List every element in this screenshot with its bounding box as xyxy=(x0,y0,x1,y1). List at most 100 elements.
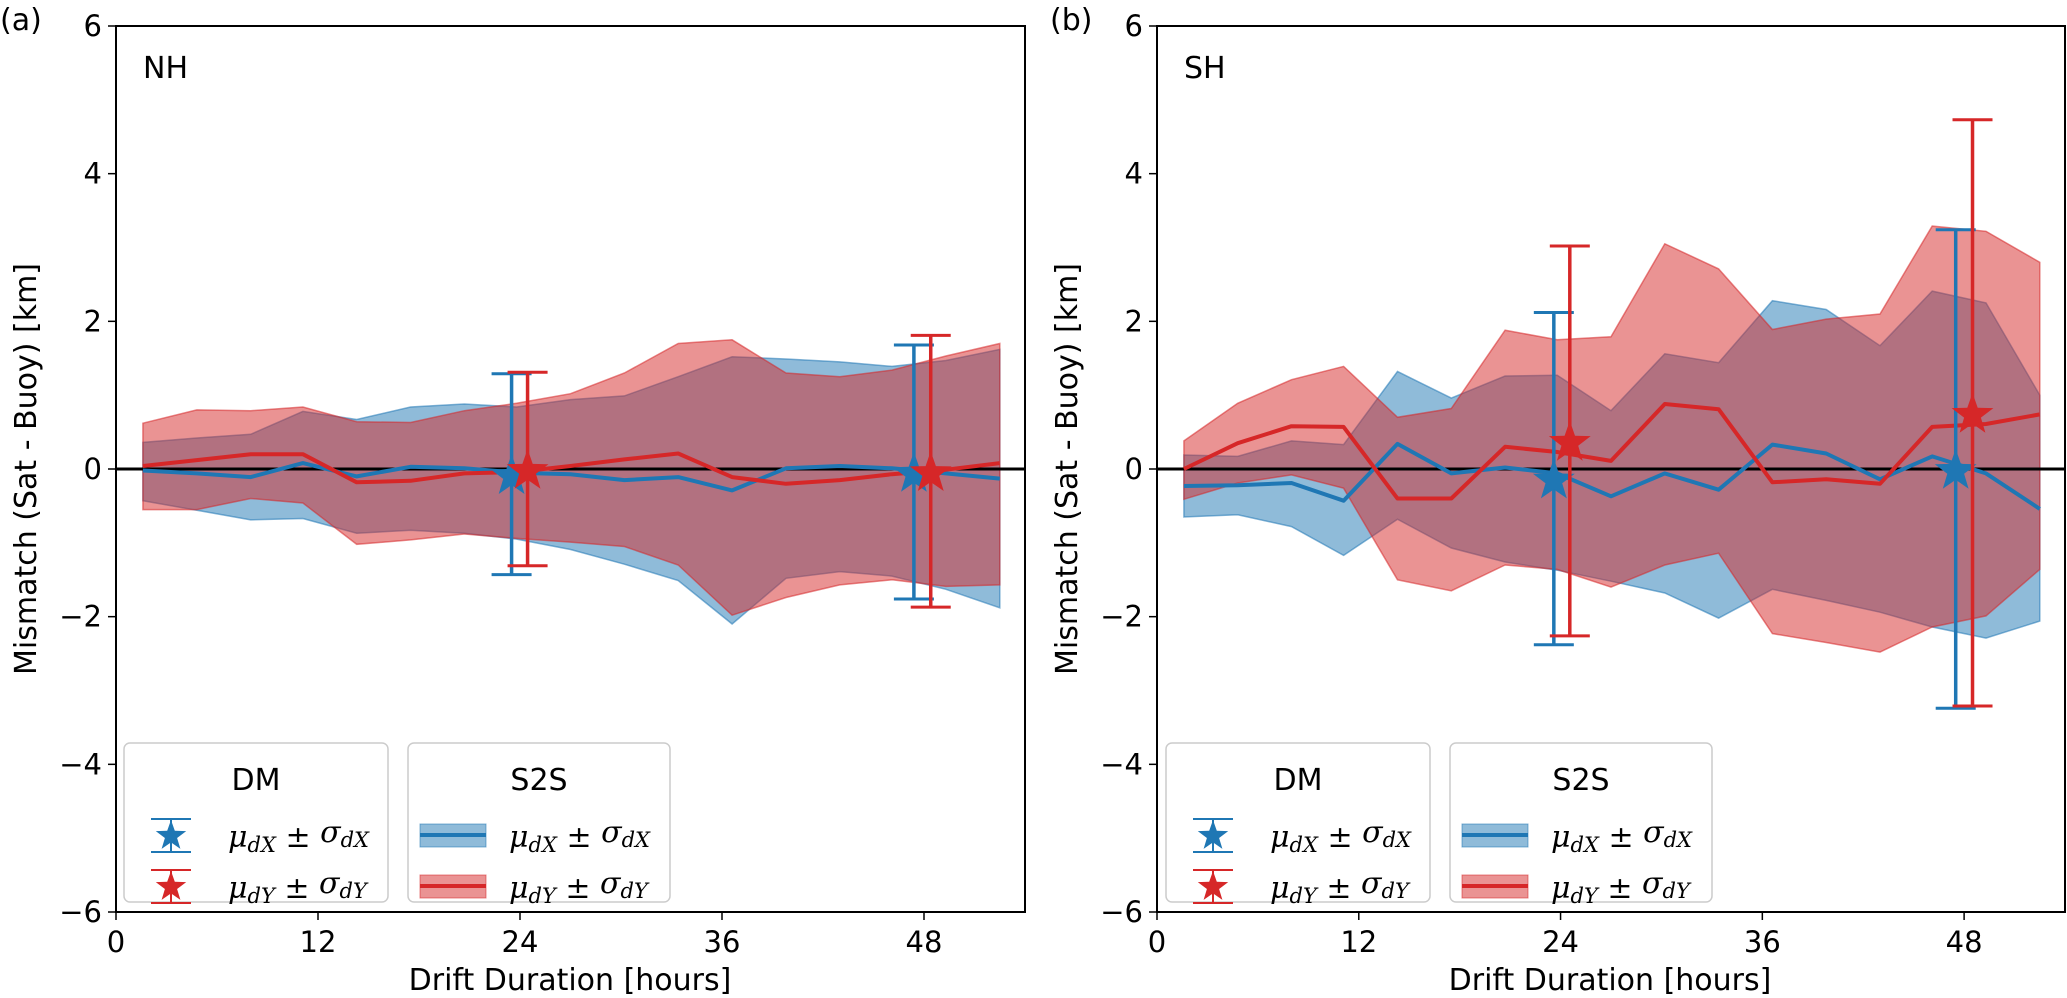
x-tick-label: 12 xyxy=(1340,925,1377,959)
legend-symbol: σ xyxy=(1642,866,1664,901)
legend-star-icon xyxy=(1197,871,1229,900)
legend-symbol: ± xyxy=(1318,820,1362,855)
legend-symbol: μ xyxy=(1270,820,1290,855)
y-axis-label: Mismatch (Sat - Buoy) [km] xyxy=(1050,263,1085,675)
legend-entry: μdY ± σdY xyxy=(1461,866,1692,908)
legend-star-icon xyxy=(1197,820,1229,849)
legend-symbol: σ xyxy=(320,815,342,850)
legend-subscript: dY xyxy=(621,879,650,903)
legend-symbol: ± xyxy=(557,820,601,855)
legend-label: μdX ± σdX xyxy=(228,815,370,857)
legend-subscript: dY xyxy=(1663,879,1692,903)
y-tick-label: 4 xyxy=(84,157,102,191)
y-tick-label: 6 xyxy=(84,9,102,43)
legend-entry: μdY ± σdY xyxy=(151,866,369,908)
legend-label: μdX ± σdX xyxy=(1551,815,1693,857)
legend-symbol: σ xyxy=(600,866,622,901)
panel-label: (a) xyxy=(0,3,42,38)
dm-star-marker xyxy=(909,451,952,491)
legend-title: DM xyxy=(1274,763,1323,798)
legend-label: μdY ± σdY xyxy=(228,866,369,908)
legend-entry: μdX ± σdX xyxy=(151,815,370,857)
y-tick-label: 6 xyxy=(1125,9,1143,43)
legend-subscript: dY xyxy=(1382,879,1411,903)
dm-star-marker xyxy=(490,454,533,494)
dm-star-marker xyxy=(1532,458,1575,499)
dm-errorbar xyxy=(1532,310,1575,647)
y-tick-label: −6 xyxy=(59,895,102,929)
mean-line-dy xyxy=(142,451,1001,486)
mean-line-dy xyxy=(1183,402,2041,501)
x-tick-label: 0 xyxy=(1148,925,1166,959)
legend-subscript: dY xyxy=(1571,884,1600,908)
y-tick-label: −2 xyxy=(59,600,102,634)
legend-symbol: σ xyxy=(601,815,623,850)
legend-subscript: dX xyxy=(1383,828,1412,852)
legend-entry: μdY ± σdY xyxy=(419,866,650,908)
legend-symbol: ± xyxy=(1599,820,1643,855)
legend-subscript: dY xyxy=(340,879,369,903)
dm-errorbar xyxy=(506,370,549,568)
legend-subscript: dX xyxy=(529,833,558,857)
legend-label: μdY ± σdY xyxy=(1551,866,1692,908)
dm-star-marker xyxy=(1951,392,1994,433)
legend-subscript: dY xyxy=(1290,884,1319,908)
legend-frame xyxy=(1165,742,1431,903)
legend-frame xyxy=(407,742,671,903)
y-tick-label: −4 xyxy=(1100,747,1143,781)
legend-entry: μdX ± σdX xyxy=(1461,815,1693,857)
legend-symbol: ± xyxy=(275,871,319,906)
dm-errorbar xyxy=(893,343,935,601)
legend-frame xyxy=(123,742,389,903)
band-dy xyxy=(142,339,1001,617)
legend-symbol: σ xyxy=(319,866,341,901)
legend-subscript: dX xyxy=(248,833,277,857)
legend-symbol: ± xyxy=(1598,871,1642,906)
dm-star-marker xyxy=(1934,449,1977,489)
legend-subscript: dY xyxy=(248,884,277,908)
legend-symbol: μ xyxy=(509,871,529,906)
legend-label: μdX ± σdX xyxy=(1270,815,1412,857)
x-tick-label: 12 xyxy=(300,925,337,959)
y-tick-label: −6 xyxy=(1100,895,1143,929)
legend-symbol: σ xyxy=(1361,866,1383,901)
x-tick-label: 24 xyxy=(502,925,539,959)
panel-label: (b) xyxy=(1050,3,1092,38)
mean-line-dx xyxy=(142,461,1000,493)
legend-subscript: dX xyxy=(622,828,651,852)
legend-subscript: dX xyxy=(341,828,370,852)
legend-subscript: dX xyxy=(1290,833,1319,857)
legend-label: μdX ± σdX xyxy=(509,815,651,857)
y-tick-label: 2 xyxy=(1125,304,1143,338)
legend-frame xyxy=(1449,742,1713,903)
x-axis-label: Drift Duration [hours] xyxy=(1449,963,1772,998)
legend-subscript: dX xyxy=(1571,833,1600,857)
legend-label: μdY ± σdY xyxy=(1270,866,1411,908)
legend-entry: μdY ± σdY xyxy=(1193,866,1411,908)
legend-entry: μdX ± σdX xyxy=(1193,815,1412,857)
x-tick-label: 0 xyxy=(107,925,125,959)
legend-subscript: dX xyxy=(1664,828,1693,852)
dm-star-marker xyxy=(506,449,549,489)
x-tick-label: 36 xyxy=(704,925,741,959)
dm-star-marker xyxy=(893,452,935,492)
legend-symbol: ± xyxy=(276,820,320,855)
legend-label: μdY ± σdY xyxy=(509,866,650,908)
y-tick-label: 4 xyxy=(1125,157,1143,191)
y-tick-label: 2 xyxy=(84,304,102,338)
band-dy xyxy=(1183,225,2041,653)
legend-symbol: σ xyxy=(1643,815,1665,850)
legend-symbol: μ xyxy=(509,820,529,855)
dm-errorbar xyxy=(1951,118,1994,708)
legend-symbol: μ xyxy=(228,820,248,855)
dm-errorbar xyxy=(1548,244,1591,638)
y-tick-label: −2 xyxy=(1100,600,1143,634)
legend-symbol: μ xyxy=(1270,871,1290,906)
